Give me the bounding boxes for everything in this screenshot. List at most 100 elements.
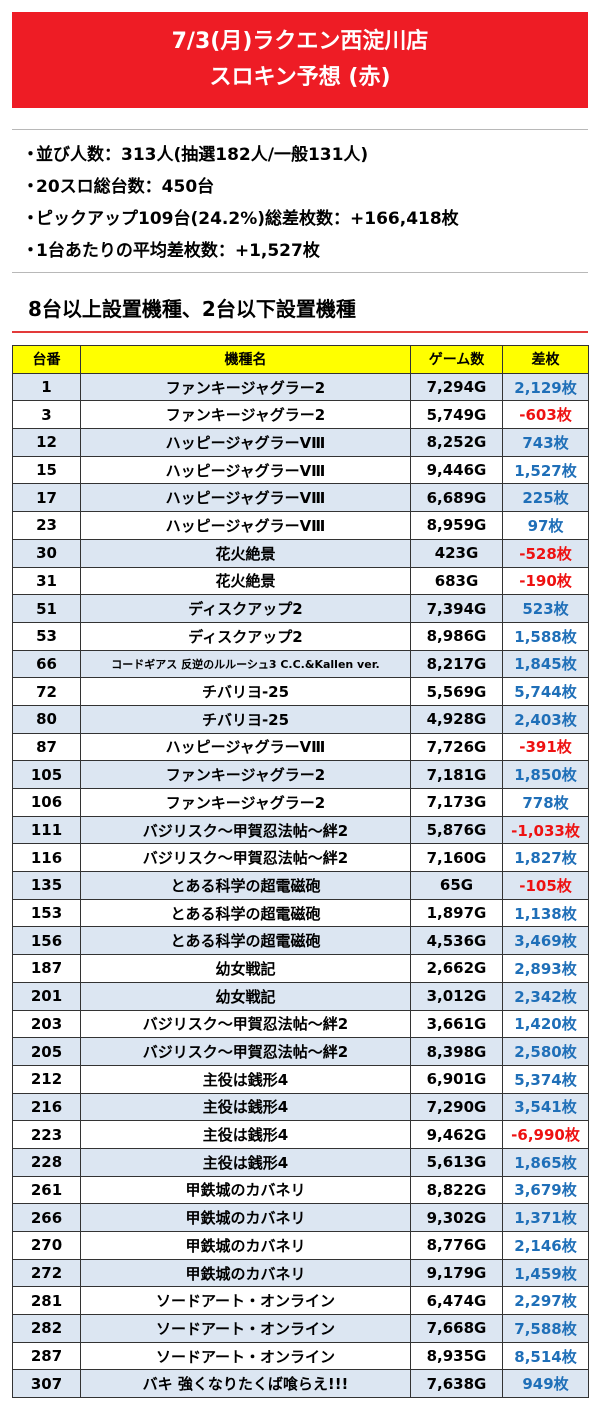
cell-number: 203 [12,1009,81,1039]
cell-number: 31 [12,566,81,596]
table-row: 30 花火絶景 423G -528枚 [12,538,589,568]
cell-games: 423G [410,538,503,568]
results-table: 台番 機種名 ゲーム数 差枚 1 ファンキージャグラー2 7,294G 2,129枚 3… [12,345,589,1399]
cell-name: 甲鉄城のカバネリ [80,1203,411,1232]
header-coin-diff: 差枚 [502,345,589,374]
table-row: 106 ファンキージャグラー2 7,173G 778枚 [12,788,589,817]
cell-diff: 523枚 [502,594,589,623]
cell-number: 153 [12,898,81,928]
cell-number: 51 [12,594,81,623]
table-row: 307 バキ 強くなりたくば喰らえ!!! 7,638G 949枚 [12,1369,589,1399]
table-row: 187 幼女戦記 2,662G 2,893枚 [12,954,589,983]
header-machine-name: 機種名 [80,345,411,374]
cell-games: 1,897G [410,898,503,928]
cell-games: 8,252G [410,428,503,457]
cell-games: 8,822G [410,1175,503,1205]
cell-name: 主役は銭形4 [80,1064,411,1094]
cell-diff: 2,129枚 [502,372,589,402]
cell-games: 6,689G [410,483,503,513]
table-row: 270 甲鉄城のカバネリ 8,776G 2,146枚 [12,1231,589,1260]
cell-games: 9,302G [410,1203,503,1232]
cell-number: 135 [12,871,81,900]
cell-name: ハッピージャグラーVⅢ [80,732,411,762]
cell-games: 5,749G [410,400,503,430]
table-row: 201 幼女戦記 3,012G 2,342枚 [12,981,589,1011]
title-line-2: スロキン予想 (赤) [209,65,391,90]
cell-diff: -391枚 [502,732,589,762]
table-row: 135 とある科学の超電磁砲 65G -105枚 [12,871,589,900]
table-row: 281 ソードアート・オンライン 6,474G 2,297枚 [12,1286,589,1316]
cell-games: 5,613G [410,1147,503,1177]
cell-games: 9,462G [410,1120,503,1149]
cell-number: 66 [12,649,81,679]
cell-diff: 8,514枚 [502,1341,589,1371]
cell-diff: 1,827枚 [502,843,589,873]
cell-diff: 778枚 [502,788,589,817]
cell-diff: 5,744枚 [502,677,589,706]
cell-games: 6,474G [410,1286,503,1316]
cell-name: 主役は銭形4 [80,1120,411,1149]
cell-games: 8,935G [410,1341,503,1371]
cell-games: 8,776G [410,1231,503,1260]
cell-diff: -105枚 [502,871,589,900]
table-row: 87 ハッピージャグラーVⅢ 7,726G -391枚 [12,732,589,762]
cell-number: 156 [12,926,81,956]
cell-number: 30 [12,538,81,568]
cell-games: 6,901G [410,1064,503,1094]
cell-name: コードギアス 反逆のルルーシュ3 C.C.&Kallen ver. [80,649,411,679]
stats-list: ・並び人数：313人(抽選182人/一般131人) ・20スロ総台数：450台 … [22,139,582,267]
table-row: 51 ディスクアップ2 7,394G 523枚 [12,594,589,623]
cell-number: 261 [12,1175,81,1205]
cell-diff: 2,893枚 [502,954,589,983]
table-row: 53 ディスクアップ2 8,986G 1,588枚 [12,621,589,651]
cell-number: 205 [12,1037,81,1066]
divider-bottom [12,272,588,273]
cell-diff: 5,374枚 [502,1064,589,1094]
cell-diff: 2,403枚 [502,704,589,734]
cell-diff: 97枚 [502,511,589,540]
cell-number: 116 [12,843,81,873]
stat-queue: ・並び人数：313人(抽選182人/一般131人) [22,145,369,165]
cell-name: ハッピージャグラーVⅢ [80,511,411,540]
table-row: 205 バジリスク～甲賀忍法帖～絆2 8,398G 2,580枚 [12,1037,589,1066]
title-banner: 7/3(月)ラクエン西淀川店 スロキン予想 (赤) [12,12,588,108]
cell-name: とある科学の超電磁砲 [80,871,411,900]
cell-number: 15 [12,455,81,485]
cell-diff: 1,850枚 [502,760,589,789]
table-row: 223 主役は銭形4 9,462G -6,990枚 [12,1120,589,1149]
header-game-count: ゲーム数 [410,345,503,374]
cell-name: ソードアート・オンライン [80,1341,411,1371]
cell-name: ハッピージャグラーVⅢ [80,455,411,485]
divider-top [12,129,588,130]
table-row: 31 花火絶景 683G -190枚 [12,566,589,596]
cell-name: 幼女戦記 [80,981,411,1011]
cell-number: 80 [12,704,81,734]
table-row: 80 チバリヨ-25 4,928G 2,403枚 [12,704,589,734]
table-row: 156 とある科学の超電磁砲 4,536G 3,469枚 [12,926,589,956]
cell-name: 花火絶景 [80,566,411,596]
table-header-row: 台番 機種名 ゲーム数 差枚 [12,345,589,374]
cell-number: 272 [12,1258,81,1288]
table-row: 1 ファンキージャグラー2 7,294G 2,129枚 [12,372,589,402]
cell-games: 7,726G [410,732,503,762]
cell-number: 87 [12,732,81,762]
cell-name: 花火絶景 [80,538,411,568]
cell-number: 307 [12,1369,81,1399]
cell-number: 201 [12,981,81,1011]
cell-diff: 3,469枚 [502,926,589,956]
cell-games: 7,173G [410,788,503,817]
table-row: 261 甲鉄城のカバネリ 8,822G 3,679枚 [12,1175,589,1205]
cell-games: 8,986G [410,621,503,651]
table-row: 17 ハッピージャグラーVⅢ 6,689G 225枚 [12,483,589,513]
cell-diff: 1,845枚 [502,649,589,679]
cell-games: 4,928G [410,704,503,734]
cell-diff: 2,342枚 [502,981,589,1011]
cell-number: 53 [12,621,81,651]
cell-number: 23 [12,511,81,540]
cell-name: 主役は銭形4 [80,1092,411,1122]
cell-name: ファンキージャグラー2 [80,760,411,789]
table-row: 111 バジリスク～甲賀忍法帖～絆2 5,876G -1,033枚 [12,815,589,845]
cell-diff: -6,990枚 [502,1120,589,1149]
cell-name: バジリスク～甲賀忍法帖～絆2 [80,1037,411,1066]
cell-number: 228 [12,1147,81,1177]
